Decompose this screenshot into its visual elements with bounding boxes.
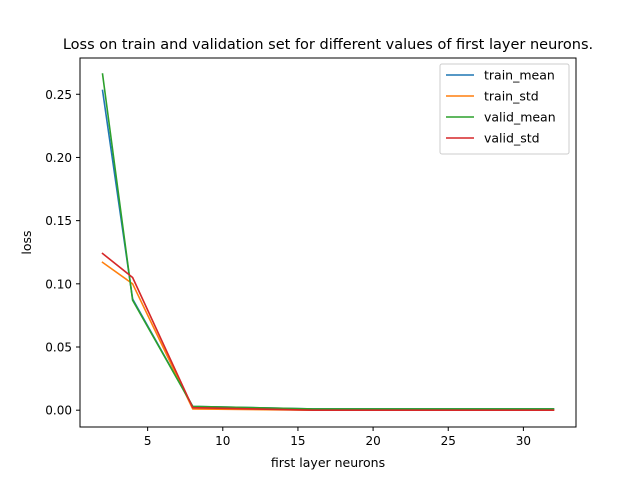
legend-label-train-std: train_std bbox=[484, 89, 539, 104]
x-tick-label: 20 bbox=[365, 434, 380, 448]
x-axis-label: first layer neurons bbox=[271, 455, 385, 470]
legend: train_mean train_std valid_mean valid_std bbox=[439, 63, 570, 155]
legend-label-train-mean: train_mean bbox=[484, 68, 555, 83]
y-tick-label: 0.20 bbox=[45, 151, 72, 165]
x-tick-label: 15 bbox=[290, 434, 305, 448]
series-lines bbox=[101, 73, 555, 411]
legend-label-valid-mean: valid_mean bbox=[484, 110, 556, 125]
legend-entries: train_mean train_std valid_mean valid_std bbox=[446, 68, 556, 146]
y-tick-label: 0.10 bbox=[45, 277, 72, 291]
x-tick-label: 10 bbox=[215, 434, 230, 448]
series-line-valid-std bbox=[101, 252, 555, 411]
x-tick-label: 30 bbox=[516, 434, 531, 448]
y-tick-label: 0.05 bbox=[45, 341, 72, 355]
y-axis-ticks: 0.00 0.05 0.10 0.15 0.20 0.25 bbox=[45, 88, 80, 418]
legend-box bbox=[439, 63, 570, 155]
x-tick-label: 25 bbox=[441, 434, 456, 448]
y-tick-label: 0.00 bbox=[45, 404, 72, 418]
plot-frame bbox=[79, 57, 577, 428]
y-tick-label: 0.25 bbox=[45, 88, 72, 102]
y-tick-label: 0.15 bbox=[45, 214, 72, 228]
x-axis-ticks: 5 10 15 20 25 30 bbox=[144, 427, 531, 448]
x-tick-label: 5 bbox=[144, 434, 152, 448]
legend-label-valid-std: valid_std bbox=[484, 131, 540, 146]
chart-title: Loss on train and validation set for dif… bbox=[63, 37, 593, 53]
y-axis-label: loss bbox=[19, 230, 34, 254]
